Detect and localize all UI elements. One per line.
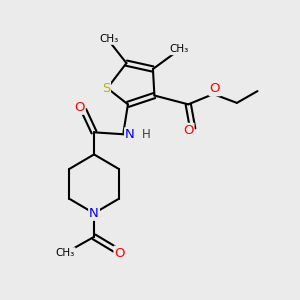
Text: N: N [125, 128, 135, 141]
Text: S: S [102, 82, 110, 95]
Text: O: O [74, 101, 85, 114]
Text: CH₃: CH₃ [169, 44, 188, 54]
Text: CH₃: CH₃ [56, 248, 75, 258]
Text: O: O [183, 124, 194, 137]
Text: O: O [209, 82, 220, 95]
Text: N: N [89, 207, 99, 220]
Text: CH₃: CH₃ [99, 34, 119, 44]
Text: O: O [114, 247, 125, 260]
Text: H: H [142, 128, 151, 141]
